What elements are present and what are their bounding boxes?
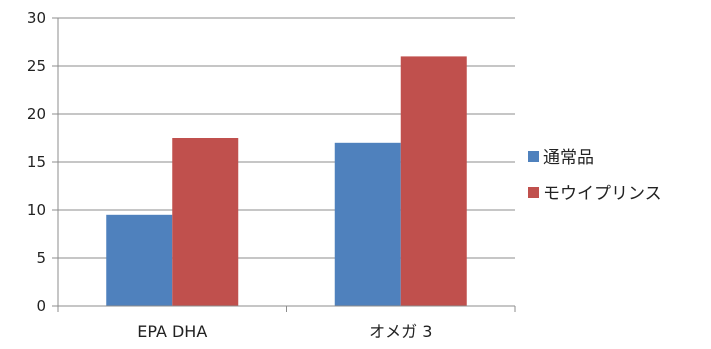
legend-label: 通常品 [543, 148, 594, 168]
bars [106, 56, 467, 307]
legend-swatch [528, 187, 539, 198]
legend-swatch [528, 151, 539, 162]
bar-series1-1 [334, 142, 401, 306]
legend-label: モウイプリンス [543, 184, 662, 204]
x-category-label: EPA DHA [137, 322, 207, 341]
y-tick-label: 20 [27, 105, 46, 123]
y-axis: 0 5 10 15 20 25 30 [27, 9, 59, 315]
bar-series2-1 [400, 56, 467, 307]
bar-series2-0 [172, 138, 239, 306]
y-tick-label: 15 [27, 153, 46, 171]
x-category-label: オメガ 3 [369, 322, 432, 341]
y-tick-label: 10 [27, 201, 46, 219]
bar-series1-0 [106, 214, 173, 306]
y-tick-label: 30 [27, 9, 46, 27]
x-axis: EPA DHA オメガ 3 [57, 305, 516, 341]
y-tick-label: 5 [36, 249, 46, 267]
y-tick-label: 0 [36, 297, 46, 315]
y-tick-label: 25 [27, 57, 46, 75]
